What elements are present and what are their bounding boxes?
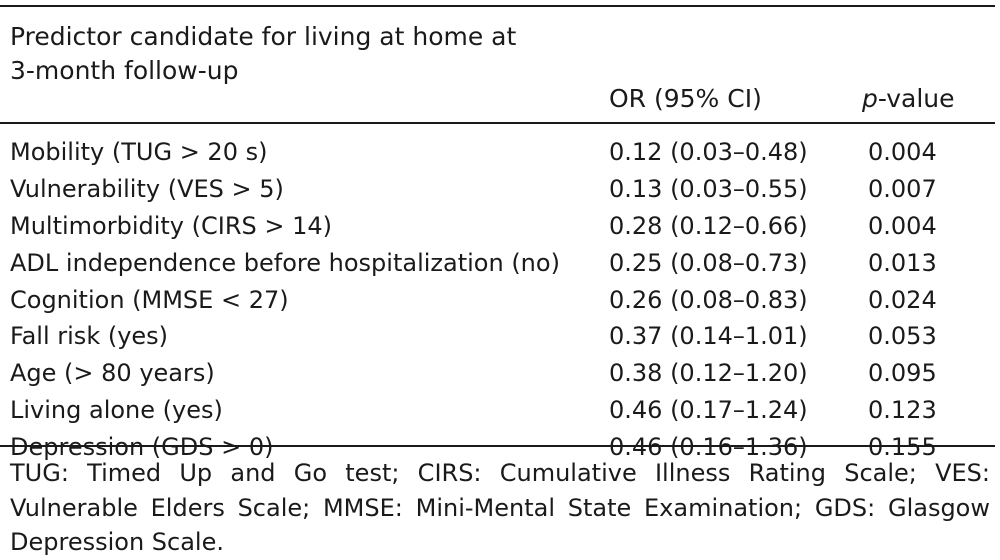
- header-p-italic: p: [862, 84, 878, 113]
- cell-or: 0.13 (0.03–0.55): [609, 174, 808, 203]
- header-rule: [0, 122, 995, 124]
- cell-or: 0.12 (0.03–0.48): [609, 138, 808, 166]
- table-row: Fall risk (yes) 0.37 (0.14–1.01) 0.053: [0, 318, 995, 355]
- cell-p-value: 0.007: [868, 174, 937, 203]
- cell-predictor: Mobility (TUG > 20 s): [10, 138, 268, 166]
- cell-predictor: ADL independence before hospitalization …: [10, 248, 560, 277]
- cell-p-value: 0.024: [868, 285, 937, 314]
- table-row: Cognition (MMSE < 27) 0.26 (0.08–0.83) 0…: [0, 282, 995, 319]
- table-row: ADL independence before hospitalization …: [0, 245, 995, 282]
- table-row: Multimorbidity (CIRS > 14) 0.28 (0.12–0.…: [0, 208, 995, 245]
- cell-p-value: 0.013: [868, 248, 937, 277]
- header-predictor: Predictor candidate for living at home a…: [10, 22, 517, 85]
- table-row: Mobility (TUG > 20 s) 0.12 (0.03–0.48) 0…: [0, 134, 995, 171]
- cell-or: 0.28 (0.12–0.66): [609, 211, 808, 240]
- header-or: OR (95% CI): [609, 84, 762, 113]
- table-row: Living alone (yes) 0.46 (0.17–1.24) 0.12…: [0, 392, 995, 429]
- cell-p-value: 0.123: [868, 396, 937, 425]
- cell-predictor: Vulnerability (VES > 5): [10, 174, 284, 203]
- header-p-value: p-value: [862, 84, 955, 114]
- cell-or: 0.37 (0.14–1.01): [609, 322, 808, 351]
- cell-p-value: 0.155: [868, 433, 937, 462]
- top-rule: [0, 5, 995, 7]
- table-row: Depression (GDS > 0) 0.46 (0.16–1.36) 0.…: [0, 429, 995, 466]
- cell-predictor: Multimorbidity (CIRS > 14): [10, 211, 333, 240]
- cell-p-value: 0.004: [868, 138, 937, 166]
- cell-predictor: Depression (GDS > 0): [10, 433, 274, 462]
- table-row: Vulnerability (VES > 5) 0.13 (0.03–0.55)…: [0, 171, 995, 208]
- cell-or: 0.26 (0.08–0.83): [609, 285, 808, 314]
- cell-predictor: Fall risk (yes): [10, 322, 169, 351]
- table-body: Mobility (TUG > 20 s) 0.12 (0.03–0.48) 0…: [0, 134, 995, 466]
- header-p-rest: -value: [877, 84, 955, 113]
- cell-p-value: 0.004: [868, 211, 937, 240]
- table-header: Predictor candidate for living at home a…: [0, 16, 995, 116]
- table-row: Age (> 80 years) 0.38 (0.12–1.20) 0.095: [0, 355, 995, 392]
- cell-predictor: Age (> 80 years): [10, 359, 215, 388]
- cell-predictor: Cognition (MMSE < 27): [10, 285, 289, 314]
- table-footnote: TUG: Timed Up and Go test; CIRS: Cumulat…: [10, 459, 990, 556]
- cell-predictor: Living alone (yes): [10, 396, 223, 425]
- cell-or: 0.38 (0.12–1.20): [609, 359, 808, 388]
- cell-or: 0.25 (0.08–0.73): [609, 248, 808, 277]
- cell-p-value: 0.053: [868, 322, 937, 351]
- cell-or: 0.46 (0.16–1.36): [609, 433, 808, 462]
- cell-p-value: 0.095: [868, 359, 937, 388]
- cell-or: 0.46 (0.17–1.24): [609, 396, 808, 425]
- bottom-rule: [0, 445, 995, 447]
